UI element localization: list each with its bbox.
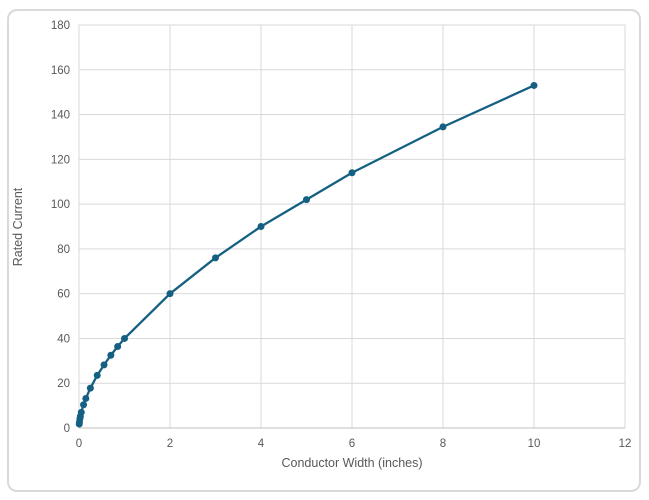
data-point-marker bbox=[257, 223, 265, 230]
data-point-marker bbox=[80, 401, 88, 409]
data-point-marker bbox=[77, 408, 85, 416]
y-tick-label: 180 bbox=[51, 20, 70, 32]
data-series bbox=[75, 81, 538, 428]
x-tick-label: 0 bbox=[76, 438, 82, 450]
data-point-marker bbox=[121, 334, 128, 342]
x-tick-label: 2 bbox=[167, 438, 173, 450]
axis-lines bbox=[78, 25, 625, 429]
data-point-marker bbox=[530, 81, 538, 89]
data-point-marker bbox=[107, 351, 115, 359]
data-point-marker bbox=[212, 254, 219, 262]
y-tick-label: 160 bbox=[51, 65, 70, 77]
x-tick-label: 8 bbox=[440, 438, 446, 450]
y-axis-title: Rated Current bbox=[11, 187, 25, 266]
data-point-marker bbox=[439, 123, 447, 131]
gridlines bbox=[79, 24, 626, 428]
tick-labels: 0 20 40 60 80 100 120 140 160 180 0 2 4 6 8 10 12 bbox=[51, 20, 632, 450]
x-tick-label: 6 bbox=[349, 438, 355, 450]
chart-frame bbox=[7, 9, 641, 492]
y-tick-label: 20 bbox=[57, 378, 70, 390]
x-axis-title: Conductor Width (inches) bbox=[281, 456, 422, 470]
x-tick-label: 12 bbox=[619, 438, 632, 450]
data-point-marker bbox=[82, 394, 90, 402]
data-point-marker bbox=[166, 290, 174, 298]
y-tick-label: 100 bbox=[51, 199, 70, 211]
series-line bbox=[78, 84, 536, 426]
data-point-marker bbox=[100, 361, 108, 369]
x-tick-label: 10 bbox=[528, 438, 541, 450]
y-tick-label: 80 bbox=[57, 244, 70, 256]
y-tick-label: 60 bbox=[57, 289, 70, 301]
data-point-marker bbox=[114, 343, 122, 350]
y-tick-label: 140 bbox=[51, 110, 70, 122]
data-point-marker bbox=[86, 384, 94, 392]
data-point-marker bbox=[93, 371, 101, 379]
y-tick-label: 0 bbox=[64, 423, 70, 435]
y-tick-label: 120 bbox=[51, 154, 70, 166]
data-point-marker bbox=[348, 169, 356, 177]
data-point-marker bbox=[303, 196, 310, 204]
x-tick-label: 4 bbox=[258, 438, 265, 450]
y-tick-label: 40 bbox=[57, 333, 70, 345]
